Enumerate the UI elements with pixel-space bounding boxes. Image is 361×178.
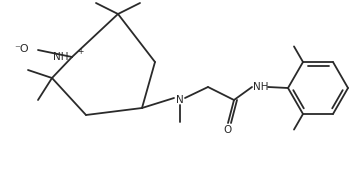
Text: NH: NH bbox=[53, 52, 69, 62]
Text: +: + bbox=[77, 48, 83, 56]
Text: ⁻O: ⁻O bbox=[14, 44, 29, 54]
Text: O: O bbox=[223, 125, 231, 135]
Text: NH: NH bbox=[253, 82, 269, 92]
Text: N: N bbox=[176, 95, 184, 105]
